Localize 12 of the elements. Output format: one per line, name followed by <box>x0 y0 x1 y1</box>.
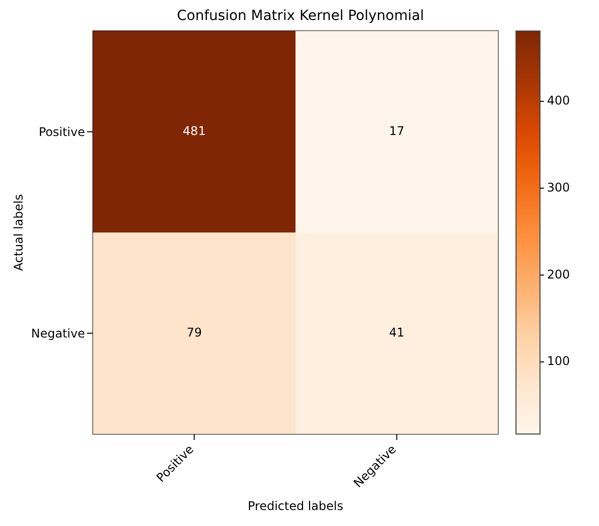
x-axis-title: Predicted labels <box>248 499 344 513</box>
chart-title: Confusion Matrix Kernel Polynomial <box>176 8 426 26</box>
data-label: 41 <box>389 326 404 340</box>
y-axis-title: Actual labels <box>11 194 26 271</box>
data-label: 481 <box>182 124 206 138</box>
data-label: 79 <box>186 326 202 340</box>
colorbar: 100 200 300 400 <box>508 26 578 514</box>
color-bar-label: 400 <box>547 94 570 108</box>
color-bar-label: 100 <box>547 354 570 368</box>
data-label: 17 <box>389 124 404 138</box>
color-bar-label: 300 <box>547 180 570 194</box>
color-bar-label: 200 <box>547 267 570 282</box>
